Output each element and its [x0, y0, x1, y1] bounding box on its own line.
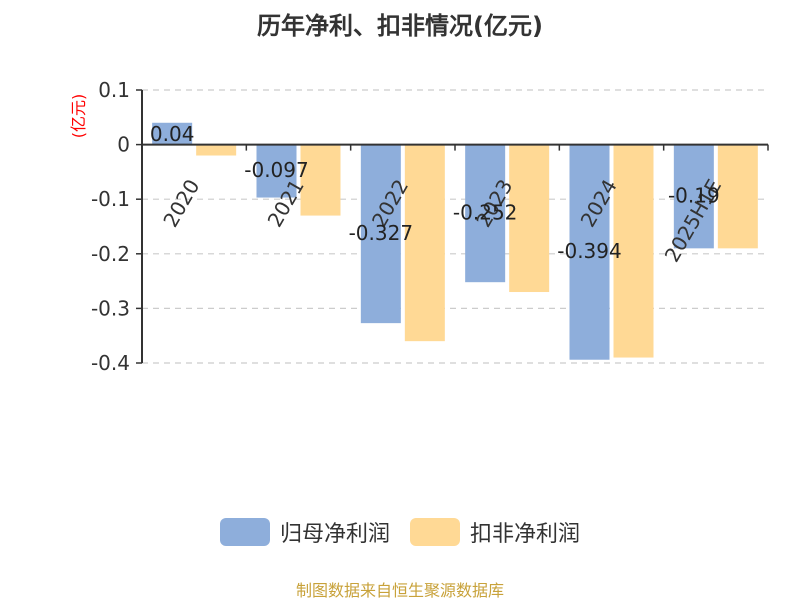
bar-series-1-2024	[569, 144, 610, 360]
chart-title: 历年净利、扣非情况(亿元)	[257, 12, 543, 40]
y-tick-label: 0.1	[98, 78, 130, 102]
bar-series-2-2024	[613, 144, 654, 358]
data-label: -0.252	[453, 200, 517, 224]
data-label: 0.04	[150, 122, 195, 146]
y-tick-label: -0.3	[91, 296, 130, 320]
y-tick-label: -0.2	[91, 242, 130, 266]
bar-series-1-2023	[465, 144, 506, 283]
bar-series-2-2022	[404, 144, 445, 342]
bars	[152, 122, 758, 360]
legend-label: 归母净利润	[279, 522, 390, 547]
data-label: -0.097	[244, 158, 308, 182]
y-tick-label: 0	[117, 133, 130, 157]
bar-series-1-2022	[360, 144, 401, 324]
data-labels: 0.04 -0.097 -0.327 -0.252 -0.394 -0.19	[150, 122, 720, 263]
y-tick-label: -0.1	[91, 187, 130, 211]
axes	[141, 90, 769, 363]
data-label: -0.19	[668, 183, 720, 207]
source-note: 制图数据来自恒生聚源数据库	[295, 581, 504, 600]
legend-swatch	[219, 518, 270, 546]
bar-series-1-2025H1E	[673, 144, 714, 249]
y-axis-title: (亿元)	[69, 94, 88, 139]
y-tick-label: -0.4	[91, 351, 130, 375]
bar-series-1-2020	[152, 122, 193, 145]
bar-series-2-2023	[509, 144, 550, 293]
gridlines	[136, 89, 768, 364]
legend-item-series-2[interactable]: 扣非净利润	[410, 516, 580, 548]
bar-series-1-2021	[256, 144, 297, 198]
bar-series-2-2025H1E	[717, 144, 758, 249]
data-label: -0.394	[557, 239, 621, 263]
bar-series-2-2020	[196, 144, 237, 156]
legend: 归母净利润 扣非净利润	[0, 516, 800, 548]
x-tick-label: 2020	[158, 175, 204, 231]
y-tick-labels: 0.1 0 -0.1 -0.2 -0.3 -0.4	[91, 78, 130, 375]
data-label: -0.327	[349, 221, 413, 245]
legend-item-series-1[interactable]: 归母净利润	[219, 516, 390, 548]
legend-label: 扣非净利润	[470, 522, 581, 547]
legend-swatch	[410, 518, 460, 546]
bar-series-2-2021	[300, 144, 341, 216]
